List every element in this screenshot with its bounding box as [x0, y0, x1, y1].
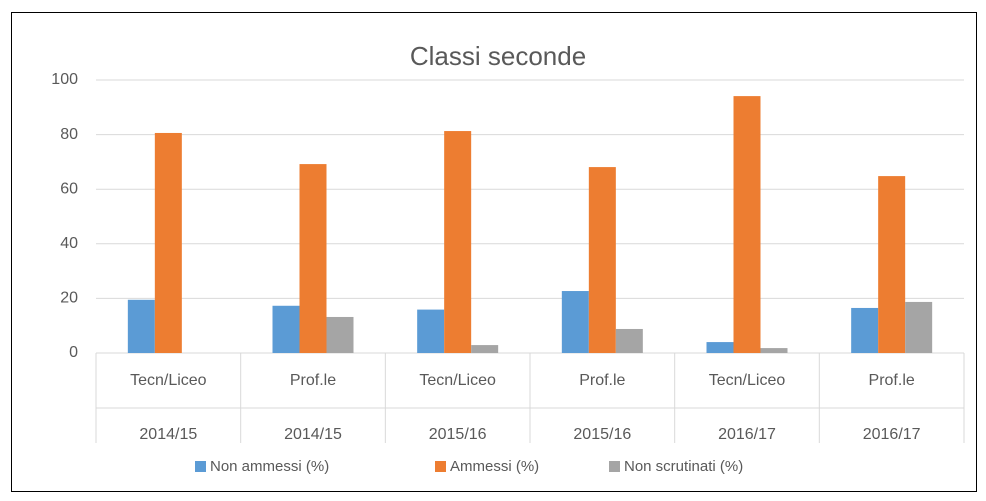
- x-tick-label: 2016/17: [863, 426, 921, 443]
- x-tick-label: Tecn/Liceo: [419, 372, 496, 389]
- x-tick-label: 2014/15: [284, 426, 342, 443]
- bar: [706, 342, 734, 353]
- x-tick-label: 2015/16: [429, 426, 487, 443]
- bar: [615, 328, 643, 353]
- bar: [326, 316, 354, 353]
- x-tick-label: Tecn/Liceo: [130, 372, 207, 389]
- y-tick-label: 20: [60, 290, 78, 307]
- y-tick-label: 60: [60, 180, 78, 197]
- legend-swatch: [609, 461, 620, 472]
- bar: [417, 309, 445, 353]
- y-tick-label: 40: [60, 235, 78, 252]
- legend-label: Non ammessi (%): [210, 458, 329, 475]
- bar: [471, 345, 499, 353]
- legend-swatch: [195, 461, 206, 472]
- x-tick-label: 2016/17: [718, 426, 776, 443]
- x-tick-label: Prof.le: [869, 372, 915, 389]
- y-tick-label: 0: [69, 344, 78, 361]
- bar: [561, 291, 589, 353]
- bar: [127, 299, 155, 353]
- bar: [299, 164, 327, 353]
- bar: [878, 176, 906, 353]
- bar: [733, 96, 761, 354]
- legend-label: Ammessi (%): [450, 458, 539, 475]
- bar: [444, 131, 472, 353]
- bar: [760, 348, 788, 353]
- bar: [905, 301, 933, 353]
- chart-title: Classi seconde: [410, 41, 586, 71]
- y-tick-label: 80: [60, 126, 78, 143]
- x-tick-label: 2014/15: [139, 426, 197, 443]
- bar: [154, 132, 182, 353]
- legend-swatch: [435, 461, 446, 472]
- y-tick-label: 100: [51, 71, 78, 88]
- legend-label: Non scrutinati (%): [624, 458, 743, 475]
- x-tick-label: 2015/16: [573, 426, 631, 443]
- bar: [588, 167, 616, 353]
- x-tick-label: Prof.le: [579, 372, 625, 389]
- x-tick-label: Tecn/Liceo: [709, 372, 786, 389]
- x-tick-label: Prof.le: [290, 372, 336, 389]
- bar: [851, 307, 879, 353]
- bar: [272, 305, 300, 353]
